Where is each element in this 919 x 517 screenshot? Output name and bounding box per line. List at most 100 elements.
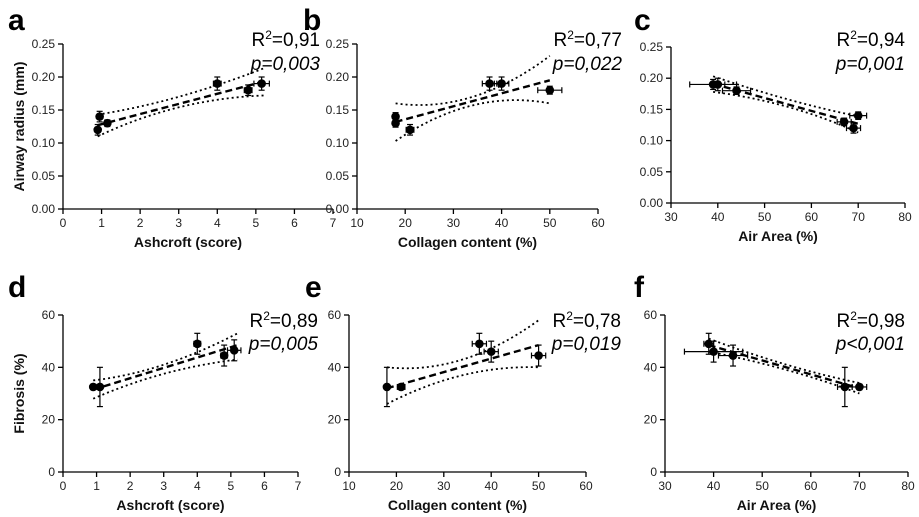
ci-lower-line: [386, 366, 539, 405]
x-tick-label: 30: [664, 210, 678, 224]
data-point: [95, 382, 105, 392]
y-tick-label: 0.20: [326, 70, 350, 84]
y-tick-label: 0.25: [640, 40, 664, 54]
x-tick-label: 60: [804, 479, 818, 493]
x-tick-label: 1: [98, 216, 105, 230]
panel-letter: a: [8, 4, 25, 37]
data-point: [486, 347, 496, 356]
y-tick-label: 20: [42, 413, 56, 427]
r-squared-label: R2=0,77: [554, 28, 623, 51]
y-tick-label: 0: [48, 465, 55, 479]
data-point: [192, 339, 202, 349]
data-point: [497, 79, 506, 88]
panel-letter: b: [303, 4, 321, 37]
y-tick-label: 0.15: [326, 103, 350, 117]
regression-line: [97, 80, 264, 127]
data-point: [103, 118, 112, 128]
y-tick-label: 40: [42, 360, 56, 374]
x-tick-label: 80: [898, 210, 912, 224]
x-tick-label: 5: [228, 479, 235, 493]
data-point: [212, 79, 222, 88]
data-point: [713, 80, 723, 89]
y-tick-label: 0.05: [32, 169, 56, 183]
data-point: [95, 112, 104, 121]
y-axis-label: Fibrosis (%): [11, 353, 27, 433]
x-tick-label: 50: [756, 479, 770, 493]
ci-upper-line: [386, 319, 540, 370]
x-tick-label: 4: [214, 216, 221, 230]
x-tick-label: 20: [390, 479, 404, 493]
x-tick-label: 3: [160, 479, 167, 493]
data-point: [709, 347, 718, 356]
x-axis-label: Air Area (%): [737, 497, 817, 513]
y-tick-label: 0.15: [32, 103, 56, 117]
x-tick-label: 60: [591, 216, 605, 230]
data-point: [88, 382, 98, 392]
ci-lower-line: [712, 91, 859, 134]
x-tick-label: 5: [253, 216, 260, 230]
x-tick-label: 70: [853, 479, 867, 493]
x-axis-label: Ashcroft (score): [134, 234, 242, 250]
x-tick-label: 40: [485, 479, 499, 493]
r-squared-label: R2=0,94: [837, 28, 906, 51]
x-tick-label: 10: [350, 216, 364, 230]
x-tick-label: 40: [707, 479, 721, 493]
regression-line: [92, 343, 238, 391]
panel-letter: e: [305, 271, 322, 304]
p-value-label: p=0,019: [551, 334, 622, 355]
data-point: [839, 117, 849, 127]
x-tick-label: 1: [93, 479, 100, 493]
data-point: [853, 111, 863, 120]
y-tick-label: 0: [334, 465, 341, 479]
x-tick-label: 70: [852, 210, 866, 224]
data-point: [229, 346, 239, 355]
y-tick-label: 20: [328, 413, 342, 427]
x-tick-label: 20: [399, 216, 413, 230]
y-tick-label: 40: [328, 360, 342, 374]
x-tick-label: 2: [137, 216, 144, 230]
data-point: [396, 382, 406, 392]
y-tick-label: 0.10: [32, 136, 56, 150]
ci-upper-line: [97, 67, 264, 116]
r-squared-label: R2=0,78: [553, 309, 622, 332]
y-tick-label: 60: [42, 308, 56, 322]
x-tick-label: 40: [711, 210, 725, 224]
x-tick-label: 6: [261, 479, 268, 493]
x-tick-label: 30: [437, 479, 451, 493]
panel-d: d 0 1 2 3 4 5 6 7 0 20 40 60 Ashcroft (score) Fibrosis…: [8, 271, 318, 513]
panel-letter: c: [634, 4, 651, 37]
p-value-label: p=0,003: [250, 54, 321, 75]
ci-lower-line: [97, 94, 264, 138]
data-point: [405, 125, 415, 135]
x-tick-label: 60: [579, 479, 593, 493]
y-tick-label: 0.05: [640, 165, 664, 179]
data-point: [391, 112, 400, 121]
data-point: [382, 382, 392, 392]
panel-c: c 30 40 50 60 70 80 0.00 0.05 0.10 0.15 0.20 0.25 Air…: [634, 4, 912, 244]
regression-line: [386, 343, 539, 390]
x-tick-label: 30: [447, 216, 461, 230]
x-tick-label: 40: [495, 216, 509, 230]
y-tick-label: 60: [644, 308, 658, 322]
ci-upper-line: [395, 55, 551, 106]
r-squared-label: R2=0,89: [250, 309, 319, 332]
x-tick-label: 2: [127, 479, 134, 493]
y-tick-label: 0.20: [32, 70, 56, 84]
x-tick-label: 6: [291, 216, 298, 230]
p-value-label: p<0,001: [835, 334, 905, 355]
data-point: [732, 86, 741, 95]
y-tick-label: 0.25: [326, 37, 350, 51]
data-point: [545, 85, 555, 95]
data-point: [728, 351, 738, 360]
panel-f: f 30 40 50 60 70 80 0 20 40 60 Air Area (%) R2=0,98p…: [634, 271, 915, 513]
x-tick-label: 4: [194, 479, 201, 493]
x-tick-label: 50: [532, 479, 546, 493]
data-point: [219, 351, 229, 360]
p-value-label: p=0,005: [248, 334, 319, 355]
y-tick-label: 0.15: [640, 102, 664, 116]
ci-upper-line: [708, 337, 860, 384]
x-axis-label: Ashcroft (score): [116, 497, 224, 513]
x-tick-label: 0: [60, 479, 67, 493]
panel-e: e 10 20 30 40 50 60 0 20 40 60 Collagen content (%)…: [305, 271, 621, 513]
x-axis-label: Collagen content (%): [388, 497, 527, 513]
